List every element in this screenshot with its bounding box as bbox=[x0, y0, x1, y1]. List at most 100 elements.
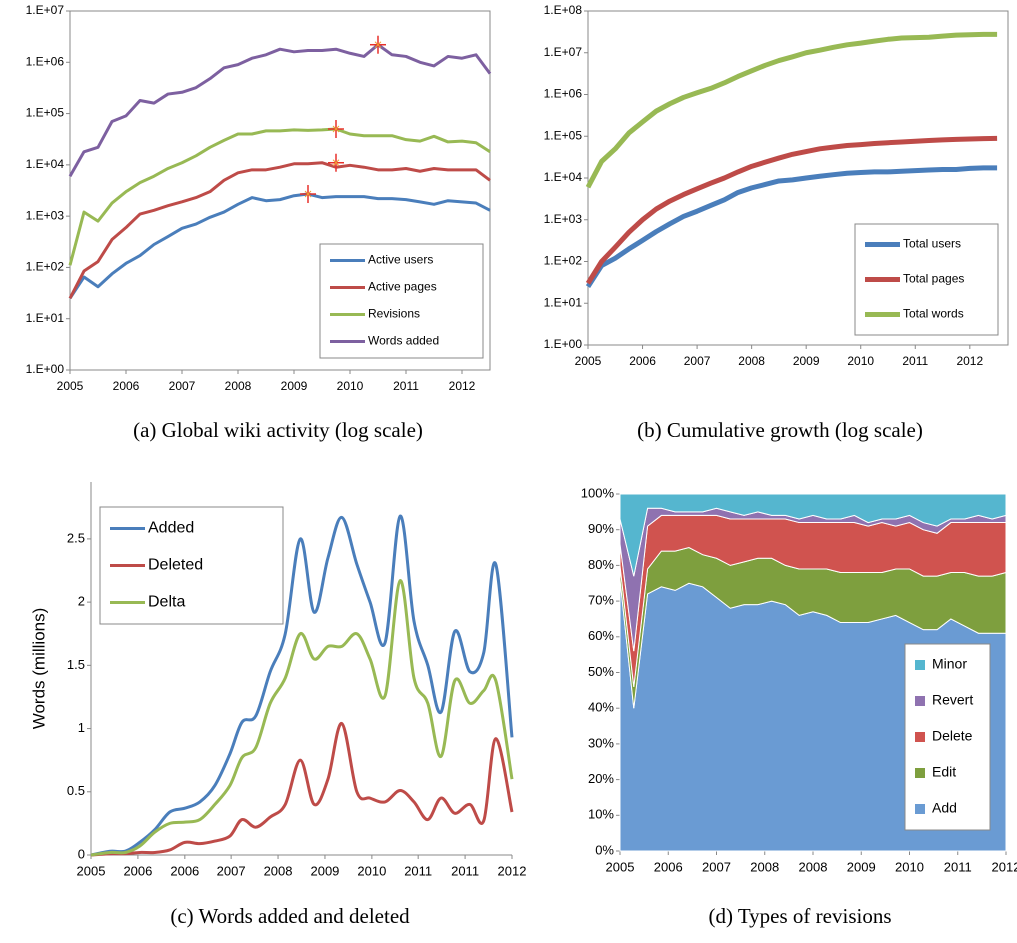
legend-swatch bbox=[915, 660, 925, 670]
series-line bbox=[90, 514, 514, 857]
legend-label: Total users bbox=[903, 237, 961, 251]
highlight-marker bbox=[370, 35, 386, 54]
y-tick-label: 1.E+05 bbox=[544, 128, 583, 142]
series-line bbox=[585, 31, 998, 189]
x-tick-label: 2006 bbox=[654, 859, 683, 874]
legend-swatch bbox=[915, 804, 925, 814]
series-line bbox=[68, 161, 491, 299]
x-tick-label: 2008 bbox=[799, 859, 828, 874]
x-tick-label: 2009 bbox=[281, 379, 308, 393]
y-tick-label: 1.E+07 bbox=[26, 3, 65, 17]
x-tick-label: 2006 bbox=[113, 379, 140, 393]
y-tick-label: 100% bbox=[581, 485, 615, 500]
legend-label: Total pages bbox=[903, 272, 964, 286]
x-tick-label: 2007 bbox=[217, 863, 246, 878]
y-tick-label: 10% bbox=[588, 807, 614, 822]
legend-label: Added bbox=[148, 520, 194, 537]
caption: (d) Types of revisions bbox=[708, 904, 891, 928]
y-tick-label: 1.E+02 bbox=[544, 254, 583, 268]
legend-label: Minor bbox=[932, 656, 967, 672]
plot-frame bbox=[69, 10, 491, 371]
series-line bbox=[68, 43, 492, 177]
marker-stroke bbox=[374, 41, 382, 49]
legend-label: Edit bbox=[932, 764, 956, 780]
marker-stroke bbox=[332, 125, 340, 133]
legend-swatch bbox=[915, 768, 925, 778]
y-tick-label: 80% bbox=[588, 557, 614, 572]
x-tick-label: 2008 bbox=[738, 354, 765, 368]
y-tick-label: 1 bbox=[78, 720, 85, 735]
y-tick-label: 1.E+04 bbox=[26, 157, 65, 171]
highlight-marker bbox=[328, 153, 344, 172]
y-tick-label: 2 bbox=[78, 594, 85, 609]
y-tick-label: 1.E+03 bbox=[26, 208, 65, 222]
series-line bbox=[90, 721, 514, 857]
caption: (a) Global wiki activity (log scale) bbox=[133, 418, 423, 442]
x-tick-label: 2007 bbox=[684, 354, 711, 368]
y-tick-label: 1.E+08 bbox=[544, 3, 583, 17]
x-tick-label: 2010 bbox=[895, 859, 924, 874]
legend: Active users Active pages Revisions Words a… bbox=[319, 243, 484, 359]
y-tick-label: 40% bbox=[588, 700, 614, 715]
x-tick-label: 2005 bbox=[77, 863, 106, 878]
y-tick-label: 30% bbox=[588, 735, 614, 750]
marker-stroke bbox=[304, 190, 312, 198]
x-tick-label: 2009 bbox=[793, 354, 820, 368]
legend: Added Deleted Delta bbox=[99, 506, 284, 625]
x-tick-label: 2009 bbox=[310, 863, 339, 878]
y-tick-label: 1.E+00 bbox=[26, 362, 65, 376]
highlight-marker bbox=[300, 185, 316, 204]
legend-label: Total words bbox=[903, 307, 964, 321]
legend: Minor Revert Delete Edit Add bbox=[904, 643, 991, 831]
y-tick-label: 2.5 bbox=[67, 530, 85, 545]
x-tick-label: 2008 bbox=[225, 379, 252, 393]
y-tick-label: 1.E+06 bbox=[26, 54, 65, 68]
legend-label: Delete bbox=[932, 728, 973, 744]
y-tick-label: 90% bbox=[588, 521, 614, 536]
x-tick-label: 2008 bbox=[264, 863, 293, 878]
x-tick-label: 2006 bbox=[629, 354, 656, 368]
x-tick-label: 2007 bbox=[169, 379, 196, 393]
series-line bbox=[68, 127, 491, 266]
legend-swatch bbox=[915, 732, 925, 742]
y-tick-label: 1.E+01 bbox=[544, 295, 583, 309]
legend-label: Delta bbox=[148, 594, 185, 611]
y-tick-label: 1.E+00 bbox=[544, 337, 583, 351]
legend-label: Deleted bbox=[148, 557, 203, 574]
legend-label: Words added bbox=[368, 334, 439, 348]
legend-label: Active pages bbox=[368, 280, 437, 294]
x-tick-label: 2012 bbox=[449, 379, 476, 393]
x-tick-label: 2011 bbox=[944, 859, 972, 874]
legend-label: Active users bbox=[368, 253, 433, 267]
x-tick-label: 2011 bbox=[902, 354, 928, 368]
caption: (b) Cumulative growth (log scale) bbox=[637, 418, 923, 442]
highlight-marker bbox=[328, 120, 344, 139]
y-tick-label: 20% bbox=[588, 771, 614, 786]
series-line bbox=[68, 192, 491, 300]
x-tick-label: 2008 bbox=[750, 859, 779, 874]
x-tick-label: 2005 bbox=[57, 379, 84, 393]
y-tick-label: 1.5 bbox=[67, 657, 85, 672]
x-tick-label: 2010 bbox=[337, 379, 364, 393]
caption: (c) Words added and deleted bbox=[170, 904, 410, 928]
y-tick-label: 50% bbox=[588, 664, 614, 679]
x-tick-label: 2005 bbox=[575, 354, 602, 368]
x-tick-label: 2011 bbox=[451, 863, 479, 878]
x-tick-label: 2005 bbox=[606, 859, 635, 874]
legend-label: Revert bbox=[932, 692, 973, 708]
legend: Total users Total pages Total words bbox=[854, 223, 999, 336]
x-tick-label: 2006 bbox=[123, 863, 152, 878]
series-line bbox=[585, 135, 998, 285]
x-tick-label: 2010 bbox=[357, 863, 386, 878]
y-tick-label: 1.E+07 bbox=[544, 45, 583, 59]
series-line bbox=[585, 165, 998, 288]
x-tick-label: 2012 bbox=[956, 354, 983, 368]
x-tick-label: 2012 bbox=[498, 863, 527, 878]
legend-box bbox=[319, 243, 484, 359]
legend-swatch bbox=[915, 696, 925, 706]
x-tick-label: 2009 bbox=[847, 859, 876, 874]
x-tick-label: 2007 bbox=[702, 859, 731, 874]
y-tick-label: 70% bbox=[588, 593, 614, 608]
x-tick-label: 2006 bbox=[170, 863, 199, 878]
